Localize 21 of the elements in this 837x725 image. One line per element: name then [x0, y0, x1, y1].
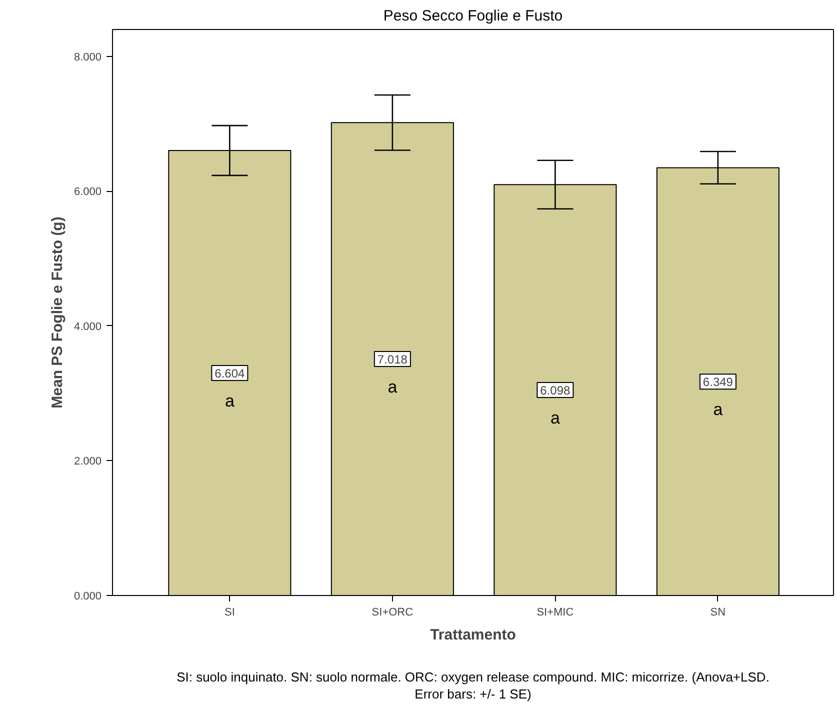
x-tick-label: SN — [710, 606, 726, 618]
x-tick-label: SI — [224, 606, 235, 618]
x-tick-label: SI+ORC — [372, 606, 414, 618]
annotation: a — [550, 408, 560, 428]
data-label: 6.098 — [540, 384, 571, 398]
annotation: a — [388, 378, 398, 397]
y-axis-title: Mean PS Foglie e Fusto (g) — [48, 216, 66, 408]
chart-title: Peso Secco Foglie e Fusto — [383, 8, 563, 24]
annotation: a — [713, 400, 724, 420]
data-label: 6.349 — [702, 375, 734, 390]
y-tick-label: 8.000 — [74, 51, 102, 64]
x-tick-label: SI+MIC — [536, 606, 574, 618]
data-label: 7.018 — [377, 352, 408, 367]
data-label: 6.604 — [214, 366, 246, 381]
annotation: a — [224, 392, 235, 411]
x-axis-title: Trattamento — [430, 626, 516, 644]
y-tick-label: 0.000 — [74, 590, 102, 602]
text: SI: suolo inquinato. SN: suolo normale. ORC: oxygen release compound. MIC: micorrize. (Anova+LSD. Error bars: +/- 1 SE) — [176, 670, 770, 702]
y-tick-label: 4.000 — [74, 320, 102, 333]
y-tick-label: 2.000 — [74, 456, 102, 468]
y-tick-label: 6.000 — [74, 186, 102, 198]
